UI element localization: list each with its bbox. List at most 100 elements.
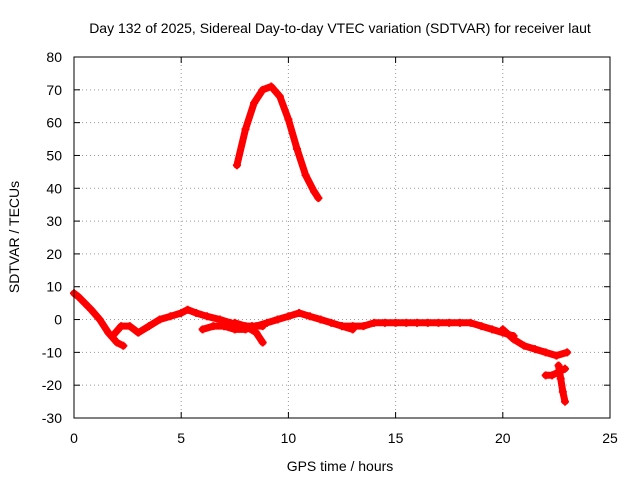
data-point [273,315,282,324]
data-point [466,318,475,327]
data-point [477,322,486,331]
data-point [558,387,567,396]
data-point [520,341,529,350]
x-axis-ticks: 0 5 10 15 20 25 [70,57,618,446]
y-tick-label: 80 [46,49,62,65]
y-tick-label: -10 [42,344,62,360]
data-point [413,318,422,327]
x-axis-label: GPS time / hours [287,458,394,474]
data-point [166,312,175,321]
data-point [305,312,314,321]
data-point [554,361,563,370]
y-tick-label: 50 [46,147,62,163]
data-point [134,328,143,337]
data-point [258,85,267,94]
x-tick-label: 25 [602,430,618,446]
data-point [423,318,432,327]
data-point [552,351,561,360]
y-tick-label: -20 [42,377,62,393]
data-point [295,308,304,317]
data-point [498,325,507,334]
data-point [220,322,229,331]
data-point [252,322,261,331]
data-point [183,305,192,314]
data-point [202,312,211,321]
data-point [95,315,104,324]
series-line-arc-8 [555,362,569,406]
data-point [370,318,379,327]
data-point [267,82,276,91]
data-point [155,315,164,324]
data-point [241,125,250,134]
plot-frame [73,56,611,419]
data-point [380,318,389,327]
data-point [391,318,400,327]
data-point [434,318,443,327]
data-point [284,115,293,124]
data-point [145,322,154,331]
data-point [327,318,336,327]
data-point [108,331,117,340]
data-point [284,312,293,321]
data-series [70,82,572,406]
data-point [541,348,550,357]
x-tick-label: 20 [495,430,511,446]
data-point [215,315,224,324]
x-tick-label: 15 [388,430,404,446]
data-point [198,325,207,334]
data-point [488,325,497,334]
data-point [87,305,96,314]
grid-lines [74,57,610,418]
data-point [316,315,325,324]
data-point [402,318,411,327]
series-line-arc-1 [70,289,127,350]
data-point [241,325,250,334]
data-point [359,322,368,331]
y-axis-ticks: -30 -20 -10 0 10 20 30 40 50 60 70 80 [42,49,610,426]
data-point [117,322,126,331]
y-tick-label: 40 [46,180,62,196]
data-point [556,374,565,383]
data-point [348,322,357,331]
data-point [230,325,239,334]
chart-title: Day 132 of 2025, Sidereal Day-to-day VTE… [89,20,591,36]
data-point [258,338,267,347]
data-point [314,194,323,203]
data-point [445,318,454,327]
y-tick-label: 70 [46,82,62,98]
data-point [119,341,128,350]
x-tick-label: 5 [177,430,185,446]
y-axis-label: SDTVAR / TECUs [6,181,22,293]
data-point [455,318,464,327]
y-tick-label: 20 [46,246,62,262]
data-point [548,371,557,380]
x-tick-label: 10 [281,430,297,446]
y-tick-label: 10 [46,279,62,295]
data-point [275,92,284,101]
x-tick-label: 0 [70,430,78,446]
data-point [338,322,346,331]
data-point [112,338,121,347]
data-point [509,335,518,344]
data-point [125,322,134,331]
data-point [232,161,241,170]
data-point [250,98,259,107]
data-point [262,318,271,327]
data-point [301,171,310,180]
data-point [292,144,301,153]
data-point [209,322,218,331]
data-point [310,187,319,196]
data-point [563,348,572,357]
data-point [80,299,89,308]
data-point [192,308,201,317]
y-tick-label: 30 [46,213,62,229]
y-tick-label: -30 [42,410,62,426]
y-tick-label: 60 [46,115,62,131]
data-point [74,292,83,301]
data-point [560,397,569,406]
y-tick-label: 0 [54,312,62,328]
data-point [530,345,539,354]
data-point [177,308,186,317]
